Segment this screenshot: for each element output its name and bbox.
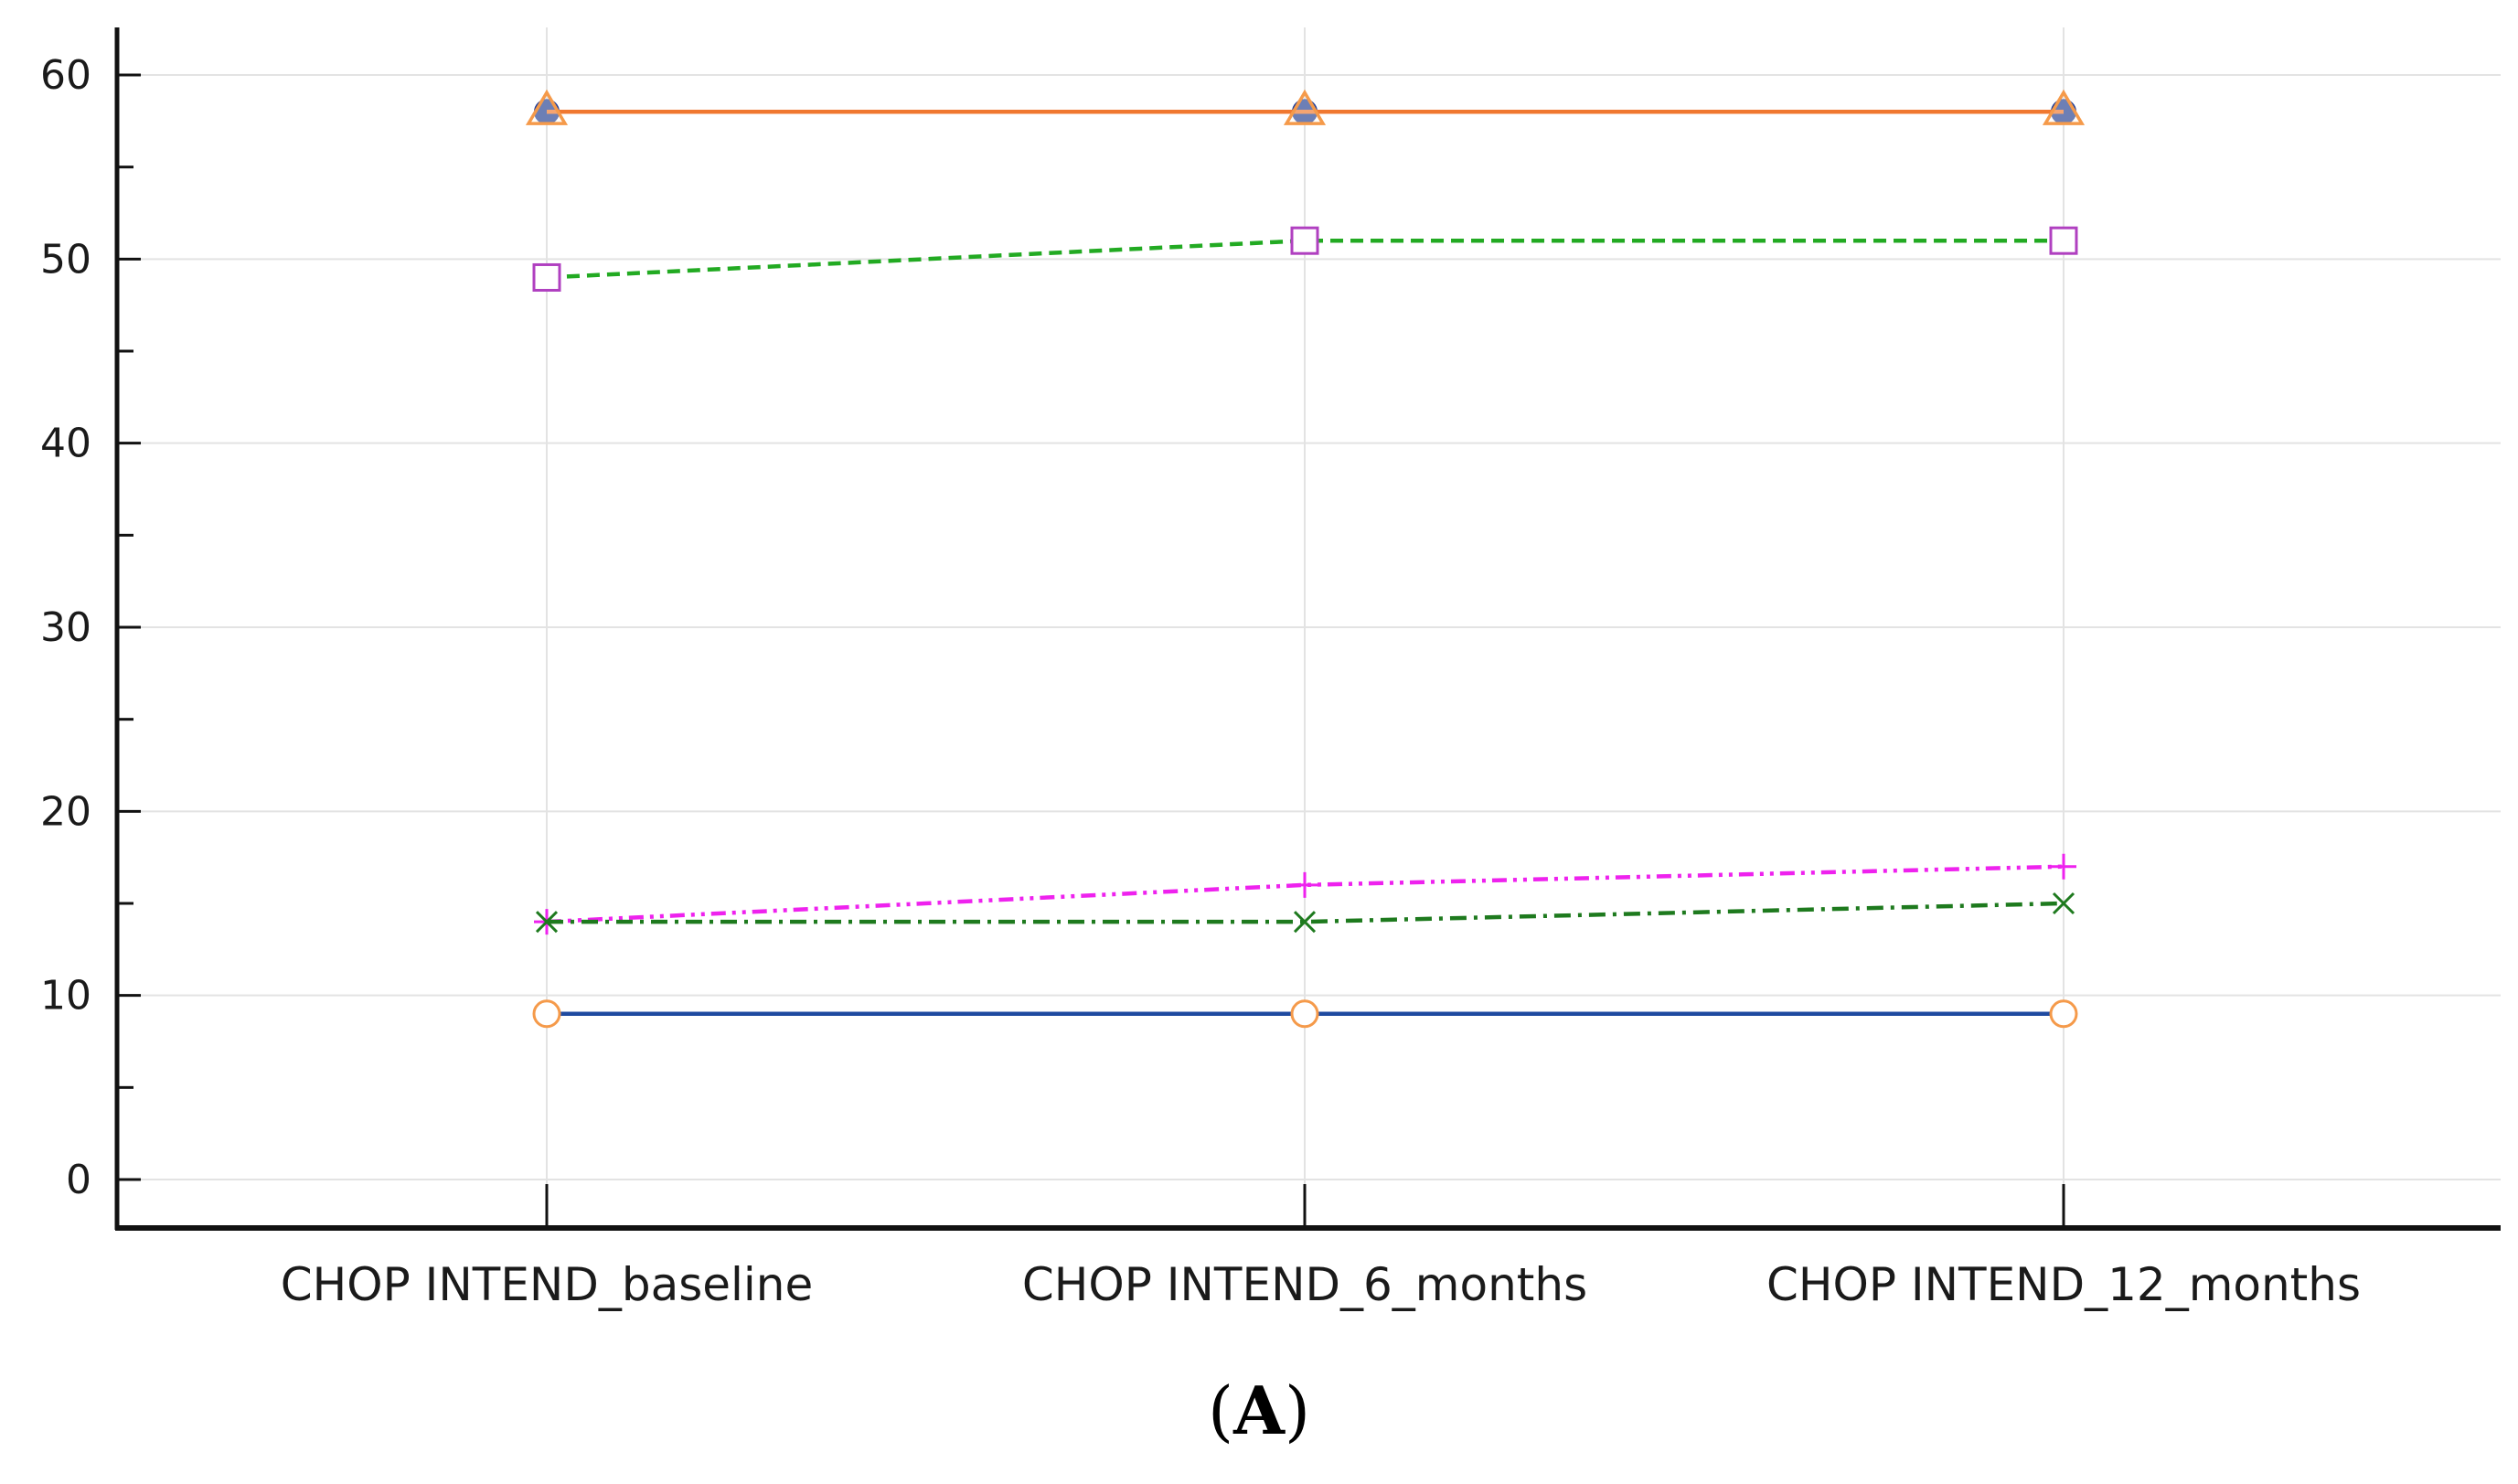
y-tick-label: 20 <box>40 788 91 835</box>
series-6 <box>532 999 2078 1029</box>
series-line <box>546 864 2065 924</box>
y-tick-label: 50 <box>40 236 91 283</box>
panel-label-close: ) <box>1284 1372 1311 1449</box>
x-category-label: CHOP INTEND_baseline <box>281 1258 814 1311</box>
panel-label: (A) <box>0 1372 2518 1449</box>
point-marker-triangle <box>1283 89 1327 125</box>
y-tick-label: 10 <box>40 973 91 1020</box>
y-axis: 0 10 20 30 40 50 60 <box>40 27 141 1230</box>
series-5 <box>535 891 2075 934</box>
grid-lines <box>117 27 2501 1228</box>
x-category-label: CHOP INTEND_6_months <box>1022 1258 1587 1311</box>
point-marker-triangle <box>525 89 569 125</box>
series-line <box>547 901 2065 924</box>
point-marker-x <box>2052 891 2075 915</box>
point-marker-square <box>2049 226 2078 255</box>
point-marker-x <box>1293 911 1317 934</box>
y-tick-label: 60 <box>40 52 91 99</box>
point-marker-triangle <box>2042 89 2086 125</box>
point-marker-x <box>535 911 559 934</box>
point-marker-circle <box>532 999 561 1029</box>
x-axis: CHOP INTEND_baseline CHOP INTEND_6_months… <box>115 1184 2501 1311</box>
point-marker-plus <box>1292 871 1318 898</box>
series-group <box>525 89 2086 1029</box>
point-marker-square <box>1290 226 1319 255</box>
y-tick-label: 30 <box>40 604 91 651</box>
point-marker-circle <box>1290 999 1319 1029</box>
series-2 <box>525 89 2086 125</box>
point-marker-square <box>532 262 561 292</box>
y-tick-label: 0 <box>66 1157 91 1203</box>
x-category-label: CHOP INTEND_12_months <box>1766 1258 2361 1311</box>
panel-label-letter: A <box>1233 1372 1285 1449</box>
panel-label-open: ( <box>1207 1372 1234 1449</box>
point-marker-plus <box>2051 853 2076 880</box>
point-marker-circle <box>2049 999 2078 1029</box>
y-tick-label: 40 <box>40 421 91 467</box>
series-3 <box>532 226 2078 292</box>
series-line <box>546 238 2064 280</box>
